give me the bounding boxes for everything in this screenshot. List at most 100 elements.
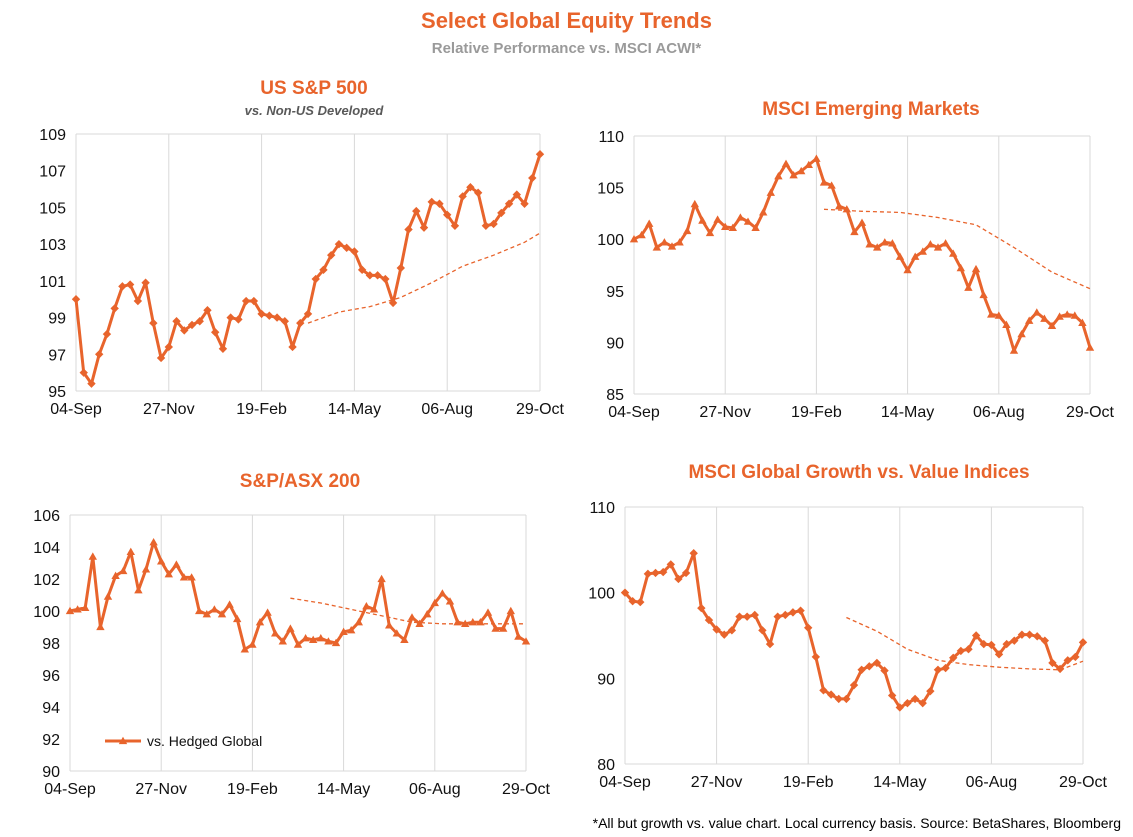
data-point bbox=[689, 549, 698, 558]
x-tick-label: 27-Nov bbox=[135, 781, 187, 798]
chart-us-sp500: US S&P 500 vs. Non-US Developed 04-Sep 27… bbox=[0, 0, 566, 440]
data-point bbox=[880, 666, 889, 675]
legend: vs. Hedged Global bbox=[105, 733, 262, 749]
data-point bbox=[979, 290, 988, 299]
data-point bbox=[365, 271, 375, 280]
data-point bbox=[681, 568, 691, 578]
data-point bbox=[789, 171, 798, 179]
y-tick-label: 104 bbox=[33, 540, 60, 557]
x-tick-label: 04-Sep bbox=[599, 774, 651, 791]
data-point bbox=[350, 247, 359, 256]
data-point bbox=[857, 218, 867, 226]
data-point bbox=[873, 243, 882, 251]
series-line-dashed bbox=[823, 208, 1091, 290]
data-point bbox=[423, 610, 432, 618]
data-point bbox=[1048, 658, 1057, 668]
y-tick-label: 105 bbox=[39, 200, 66, 217]
data-point bbox=[674, 574, 683, 584]
data-point bbox=[835, 201, 844, 210]
data-point bbox=[157, 557, 166, 565]
data-point bbox=[334, 239, 344, 249]
data-point bbox=[971, 631, 981, 640]
y-tick-label: 110 bbox=[598, 129, 624, 146]
data-point bbox=[156, 353, 166, 363]
data-point bbox=[926, 686, 935, 696]
data-point bbox=[1078, 318, 1087, 326]
data-point bbox=[903, 265, 912, 274]
data-point bbox=[211, 328, 220, 337]
y-tick-label: 80 bbox=[597, 757, 615, 774]
data-point bbox=[141, 565, 151, 573]
data-point bbox=[172, 317, 181, 326]
data-point bbox=[521, 637, 531, 645]
data-point bbox=[910, 694, 920, 704]
series-line-dashed bbox=[846, 616, 1084, 671]
data-point bbox=[1009, 346, 1019, 354]
data-point bbox=[933, 243, 943, 251]
data-point bbox=[1040, 314, 1049, 322]
data-point bbox=[834, 694, 843, 704]
data-point bbox=[629, 235, 639, 243]
data-point bbox=[941, 239, 950, 247]
data-point bbox=[125, 280, 135, 289]
data-point bbox=[172, 560, 181, 568]
data-point bbox=[240, 645, 249, 653]
x-tick-label: 29-Oct bbox=[1059, 774, 1108, 791]
series-markers bbox=[71, 149, 545, 388]
data-point bbox=[652, 243, 661, 251]
data-point bbox=[241, 296, 251, 306]
y-tick-label: 90 bbox=[597, 671, 615, 688]
data-point bbox=[96, 622, 105, 631]
data-point bbox=[497, 208, 506, 218]
data-point bbox=[354, 618, 363, 626]
chart-msci-em: MSCI Emerging Markets 04-Sep 27-Nov 19-Feb… bbox=[597, 99, 1114, 421]
x-tick-label: 06-Aug bbox=[973, 404, 1025, 421]
data-point bbox=[1071, 652, 1080, 662]
series-line-dashed bbox=[290, 597, 526, 625]
data-point bbox=[396, 263, 405, 273]
data-point bbox=[81, 603, 90, 611]
data-point bbox=[720, 630, 729, 639]
data-point bbox=[180, 326, 189, 335]
data-point bbox=[288, 342, 297, 352]
data-point bbox=[118, 282, 127, 291]
data-point bbox=[713, 215, 722, 223]
data-point bbox=[1085, 343, 1095, 351]
data-point bbox=[727, 626, 737, 635]
data-point bbox=[759, 208, 768, 216]
x-tick-label: 29-Oct bbox=[516, 401, 565, 418]
data-point bbox=[445, 597, 455, 605]
series-markers bbox=[65, 538, 531, 653]
data-point bbox=[71, 295, 81, 304]
data-point bbox=[218, 344, 228, 353]
data-point bbox=[119, 566, 128, 575]
x-tick-label: 19-Feb bbox=[791, 404, 842, 421]
data-point bbox=[964, 645, 973, 654]
data-point bbox=[272, 313, 282, 322]
data-point bbox=[865, 240, 874, 248]
x-tick-label: 14-May bbox=[317, 781, 370, 798]
data-point bbox=[369, 605, 379, 613]
data-point bbox=[412, 206, 421, 216]
data-point bbox=[504, 199, 514, 208]
data-point bbox=[705, 228, 715, 237]
data-point bbox=[483, 608, 493, 616]
y-tick-label: 101 bbox=[39, 274, 66, 291]
y-tick-label: 99 bbox=[48, 311, 66, 328]
data-point bbox=[636, 597, 645, 607]
x-tick-label: 06-Aug bbox=[409, 781, 461, 798]
data-point bbox=[781, 610, 790, 620]
data-point bbox=[102, 329, 112, 339]
data-point bbox=[278, 637, 287, 645]
data-point bbox=[73, 605, 82, 613]
x-tick-label: 19-Feb bbox=[236, 401, 287, 418]
data-point bbox=[857, 665, 866, 674]
data-point bbox=[512, 190, 521, 199]
data-point bbox=[141, 278, 150, 287]
data-point bbox=[712, 625, 721, 634]
y-tick-label: 100 bbox=[588, 586, 615, 603]
data-point bbox=[134, 586, 143, 594]
y-tick-label: 96 bbox=[42, 668, 60, 685]
data-point bbox=[911, 252, 920, 260]
